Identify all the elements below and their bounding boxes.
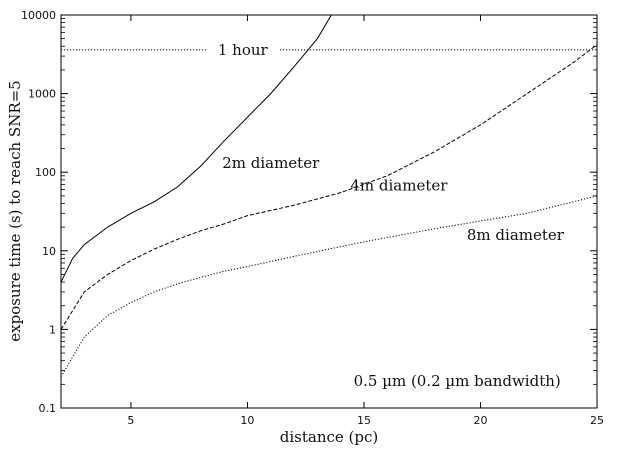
series-line-4m-diameter: [60, 44, 598, 330]
annotation-label: 8m diameter: [467, 226, 565, 244]
annotation-label: 0.5 µm (0.2 µm bandwidth): [354, 372, 561, 390]
ticks: 5 10 15 20 25 0.1 1 10 100 1000 10000: [21, 9, 604, 427]
y-tick-label: 1: [49, 323, 56, 336]
y-tick-label: 1000: [28, 88, 56, 101]
y-axis-label: exposure time (s) to reach SNR=5: [6, 80, 24, 341]
annotations: 1 hour 2m diameter 4m diameter 8m diameter 0…: [206, 39, 565, 390]
y-tick-label: 10: [42, 245, 56, 258]
x-tick-label: 15: [357, 414, 371, 427]
y-tick-label: 100: [35, 166, 56, 179]
series-line-2m-diameter: [60, 14, 332, 283]
y-tick-label: 10000: [21, 9, 56, 22]
x-axis-label: distance (pc): [280, 428, 378, 446]
y-tick-label: 0.1: [39, 402, 57, 415]
plot-frame: [60, 14, 598, 409]
x-tick-label: 10: [240, 414, 254, 427]
series-lines: [60, 14, 598, 377]
annotation-label: 1 hour: [218, 41, 269, 59]
annotation-label: 4m diameter: [350, 176, 448, 194]
x-tick-label: 20: [473, 414, 487, 427]
x-tick-label: 5: [127, 414, 134, 427]
series-line-8m-diameter: [60, 195, 598, 377]
x-tick-label: 25: [590, 414, 604, 427]
annotation-label: 2m diameter: [222, 154, 320, 172]
annotation-bg: [206, 39, 279, 58]
